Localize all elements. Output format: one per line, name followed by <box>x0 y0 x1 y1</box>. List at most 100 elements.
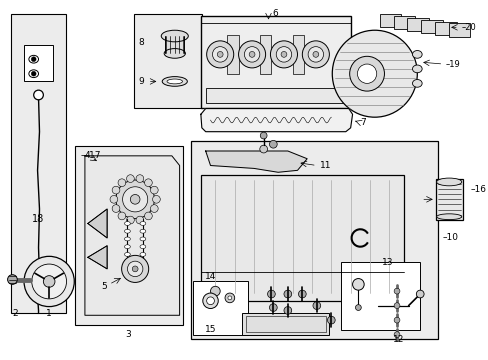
Ellipse shape <box>29 70 39 77</box>
Ellipse shape <box>412 65 421 73</box>
Circle shape <box>118 179 125 186</box>
Circle shape <box>393 288 399 294</box>
Ellipse shape <box>436 214 461 220</box>
Bar <box>10 14 65 313</box>
Ellipse shape <box>436 178 461 186</box>
Ellipse shape <box>124 245 130 249</box>
Polygon shape <box>88 209 107 238</box>
Circle shape <box>355 305 361 310</box>
Bar <box>407 18 428 31</box>
Ellipse shape <box>140 229 145 233</box>
Ellipse shape <box>124 229 130 233</box>
Text: 3: 3 <box>125 330 131 339</box>
Ellipse shape <box>162 77 187 86</box>
Circle shape <box>302 41 329 68</box>
Circle shape <box>110 195 118 203</box>
Circle shape <box>43 276 55 287</box>
Ellipse shape <box>140 260 145 264</box>
Bar <box>201 175 403 301</box>
Text: 11: 11 <box>319 161 330 170</box>
Circle shape <box>127 261 142 276</box>
Ellipse shape <box>167 79 182 84</box>
Circle shape <box>116 180 154 219</box>
Text: 8: 8 <box>138 38 143 47</box>
Circle shape <box>415 290 423 298</box>
Ellipse shape <box>164 49 185 58</box>
Circle shape <box>31 71 36 76</box>
Bar <box>134 14 202 108</box>
Bar <box>292 35 304 74</box>
Text: 14: 14 <box>204 272 216 281</box>
Circle shape <box>126 175 134 183</box>
Ellipse shape <box>29 55 39 63</box>
Text: –20: –20 <box>461 23 475 32</box>
Bar <box>165 36 184 53</box>
Circle shape <box>276 47 291 62</box>
Circle shape <box>122 187 147 212</box>
Ellipse shape <box>124 252 130 256</box>
Polygon shape <box>88 246 107 269</box>
Text: 4: 4 <box>85 151 90 160</box>
Polygon shape <box>205 151 306 172</box>
Ellipse shape <box>124 260 130 264</box>
Circle shape <box>281 51 286 57</box>
Circle shape <box>32 264 66 299</box>
Circle shape <box>130 194 140 204</box>
Bar <box>191 141 437 339</box>
Circle shape <box>144 179 152 186</box>
Circle shape <box>206 41 233 68</box>
Circle shape <box>122 255 148 283</box>
Circle shape <box>352 279 364 290</box>
Circle shape <box>259 145 267 153</box>
Circle shape <box>244 47 259 62</box>
Circle shape <box>224 293 234 303</box>
Circle shape <box>327 316 334 324</box>
Circle shape <box>8 275 17 284</box>
Circle shape <box>393 317 399 323</box>
Bar <box>75 146 183 325</box>
Bar <box>201 16 350 108</box>
Circle shape <box>31 57 36 62</box>
Bar <box>435 179 462 220</box>
Bar <box>259 35 271 74</box>
Circle shape <box>284 290 291 298</box>
Text: 15: 15 <box>204 325 216 334</box>
Text: 1: 1 <box>46 309 52 318</box>
Text: 13: 13 <box>381 258 392 267</box>
Circle shape <box>270 41 297 68</box>
Circle shape <box>227 296 231 300</box>
Circle shape <box>150 205 158 212</box>
Ellipse shape <box>124 221 130 225</box>
Circle shape <box>269 140 277 148</box>
Circle shape <box>393 303 399 309</box>
Ellipse shape <box>412 50 421 58</box>
Circle shape <box>136 175 143 183</box>
Circle shape <box>34 90 43 100</box>
Bar <box>340 262 419 330</box>
Circle shape <box>118 212 125 220</box>
Circle shape <box>144 212 152 220</box>
Text: 18: 18 <box>32 213 44 224</box>
Text: –10: –10 <box>442 234 458 243</box>
Circle shape <box>357 64 376 84</box>
Bar <box>246 316 325 332</box>
Bar <box>24 45 53 81</box>
Bar <box>193 282 248 334</box>
Text: 6: 6 <box>272 9 278 18</box>
Circle shape <box>267 290 275 298</box>
Ellipse shape <box>140 245 145 249</box>
Text: 9: 9 <box>138 77 143 86</box>
Circle shape <box>217 51 223 57</box>
Circle shape <box>249 51 254 57</box>
Text: —17: —17 <box>80 151 101 160</box>
Circle shape <box>24 256 74 307</box>
Text: 12: 12 <box>392 335 404 344</box>
Bar <box>421 19 442 33</box>
Circle shape <box>307 47 323 62</box>
Circle shape <box>152 195 160 203</box>
Circle shape <box>312 51 318 57</box>
Ellipse shape <box>332 30 416 117</box>
Text: –16: –16 <box>469 185 486 194</box>
Circle shape <box>203 293 218 309</box>
Text: 2: 2 <box>13 309 18 318</box>
